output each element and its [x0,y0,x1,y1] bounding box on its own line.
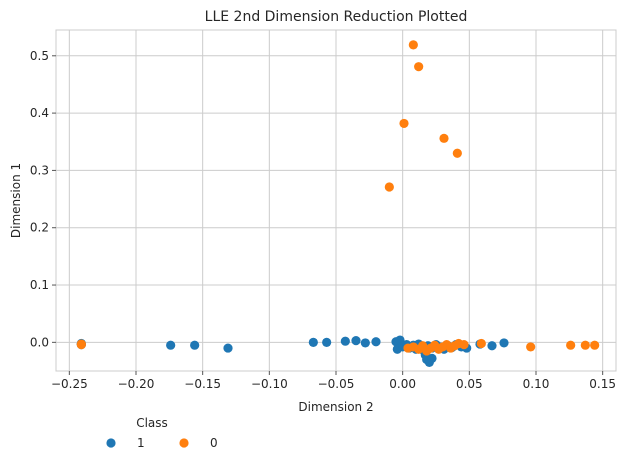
x-axis-label: Dimension 2 [298,400,373,414]
x-tick-label: −0.10 [251,377,288,391]
data-point-class-0 [452,148,462,158]
data-point-class-1 [322,337,332,347]
x-tick-label: −0.25 [51,377,88,391]
y-tick-label: 0.5 [30,49,49,63]
data-point-class-1 [360,338,370,348]
x-tick-label: −0.05 [318,377,355,391]
legend-label-class-1: 1 [137,436,145,450]
data-point-class-0 [580,340,590,350]
data-point-class-1 [351,336,361,346]
y-tick-label: 0.1 [30,278,49,292]
x-tick-label: 0.10 [523,377,550,391]
data-point-class-0 [590,340,600,350]
legend-marker-class-1 [106,438,116,448]
data-point-class-1 [223,343,233,353]
legend-title: Class [136,416,168,430]
data-point-class-1 [487,341,497,351]
legend-label-class-0: 0 [210,436,218,450]
y-axis-label: Dimension 1 [9,163,23,238]
data-point-class-0 [408,40,418,50]
data-point-class-0 [526,342,536,352]
y-tick-label: 0.2 [30,221,49,235]
data-point-class-1 [340,336,350,346]
y-tick-label: 0.4 [30,106,49,120]
data-points [76,40,600,368]
data-point-class-0 [439,133,449,143]
data-point-class-0 [414,62,424,72]
x-tick-label: 0.05 [456,377,483,391]
data-point-class-0 [459,340,469,350]
x-tick-label: −0.20 [118,377,155,391]
x-tick-label: −0.15 [184,377,221,391]
grid-lines [56,30,616,371]
data-point-class-1 [371,337,381,347]
data-point-class-0 [476,338,486,349]
data-point-class-0 [384,182,394,192]
y-tick-label: 0.3 [30,163,49,177]
data-point-class-1 [166,340,176,350]
data-point-class-0 [566,340,576,350]
data-point-class-1 [190,340,200,350]
data-point-class-1 [308,337,318,347]
chart-title: LLE 2nd Dimension Reduction Plotted [205,9,468,25]
data-point-class-0 [76,340,86,350]
data-point-class-1 [499,338,509,348]
y-tick-label: 0.0 [30,335,49,349]
data-point-class-0 [399,118,409,129]
axis-ticks: −0.25 −0.20 −0.15 −0.10 −0.05 0.00 0.05 0.10 0.1… [30,49,616,391]
x-tick-label: 0.00 [389,377,416,391]
legend-marker-class-0 [179,438,189,448]
data-point-class-1 [427,353,437,363]
x-tick-label: 0.15 [589,377,616,391]
